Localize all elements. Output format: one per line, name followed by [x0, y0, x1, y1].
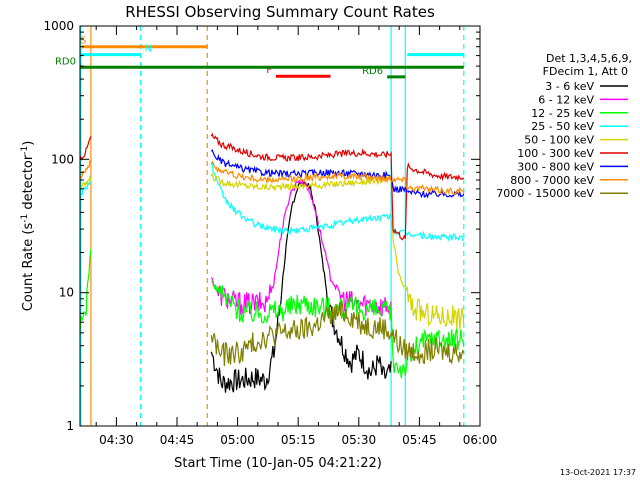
series-line-4-seg-0	[79, 176, 92, 190]
y-axis-label: Count Rate (s-1 detector-1)	[20, 141, 36, 312]
legend-label-1: 6 - 12 keV	[538, 93, 594, 106]
flag-label-rd6: RD6	[362, 66, 383, 77]
x-tick-label-6: 06:00	[463, 433, 498, 447]
flag-label-f: F	[266, 65, 272, 76]
x-tick-label-5: 05:45	[402, 433, 437, 447]
flag-label-n: N	[145, 44, 152, 55]
series-line-4-seg-1	[210, 172, 465, 330]
legend-label-2: 12 - 25 keV	[531, 107, 594, 120]
chart-title: RHESSI Observing Summary Count Rates	[125, 3, 435, 21]
series-line-2-seg-0	[79, 249, 92, 331]
footer-datestamp: 13-Oct-2021 17:37	[560, 468, 636, 477]
legend-label-6: 300 - 800 keV	[517, 160, 594, 173]
x-tick-label-0: 04:30	[99, 433, 134, 447]
series-line-5-seg-0	[79, 136, 92, 161]
axes-layer: 1 10 100 1000 04:30 04:45 05:00 05:15 05:30 05:45…	[43, 19, 497, 447]
series-line-1-seg-0	[210, 178, 392, 317]
legend-label-3: 25 - 50 keV	[531, 120, 594, 133]
y-tick-label-0: 1	[66, 419, 74, 433]
y-tick-label-3: 1000	[43, 19, 74, 33]
series-line-2-seg-1	[210, 280, 465, 378]
x-tick-label-2: 05:00	[220, 433, 255, 447]
series-line-7-seg-1	[210, 160, 465, 195]
series-line-3-seg-1	[210, 161, 465, 242]
x-axis-label: Start Time (10-Jan-05 04:21:22)	[174, 456, 382, 471]
x-tick-label-3: 05:15	[281, 433, 316, 447]
plot-frame	[79, 25, 481, 427]
legend-label-4: 50 - 100 keV	[524, 134, 594, 147]
legend-label-7: 800 - 7000 keV	[510, 174, 594, 187]
x-tick-label-4: 05:30	[342, 433, 377, 447]
series-line-3-seg-0	[79, 178, 92, 196]
legend: Det 1,3,4,5,6,9, FDecim 1, Att 0 3 - 6 k…	[496, 52, 632, 200]
legend-header-2: FDecim 1, Att 0	[543, 65, 628, 78]
legend-header-1: Det 1,3,4,5,6,9,	[546, 52, 632, 65]
legend-label-0: 3 - 6 keV	[545, 80, 594, 93]
series-line-8-seg-0	[210, 300, 465, 367]
legend-label-8: 7000 - 15000 keV	[496, 187, 594, 200]
series-line-7-seg-0	[79, 159, 92, 179]
flag-label-s: S	[80, 36, 86, 47]
series-line-5-seg-1	[210, 132, 465, 241]
series-layer	[79, 132, 465, 393]
y-tick-label-1: 10	[59, 286, 74, 300]
x-tick-label-1: 04:45	[160, 433, 195, 447]
flag-label-rd0: RD0	[55, 56, 76, 67]
legend-label-5: 100 - 300 keV	[517, 147, 594, 160]
y-tick-label-2: 100	[51, 152, 74, 166]
